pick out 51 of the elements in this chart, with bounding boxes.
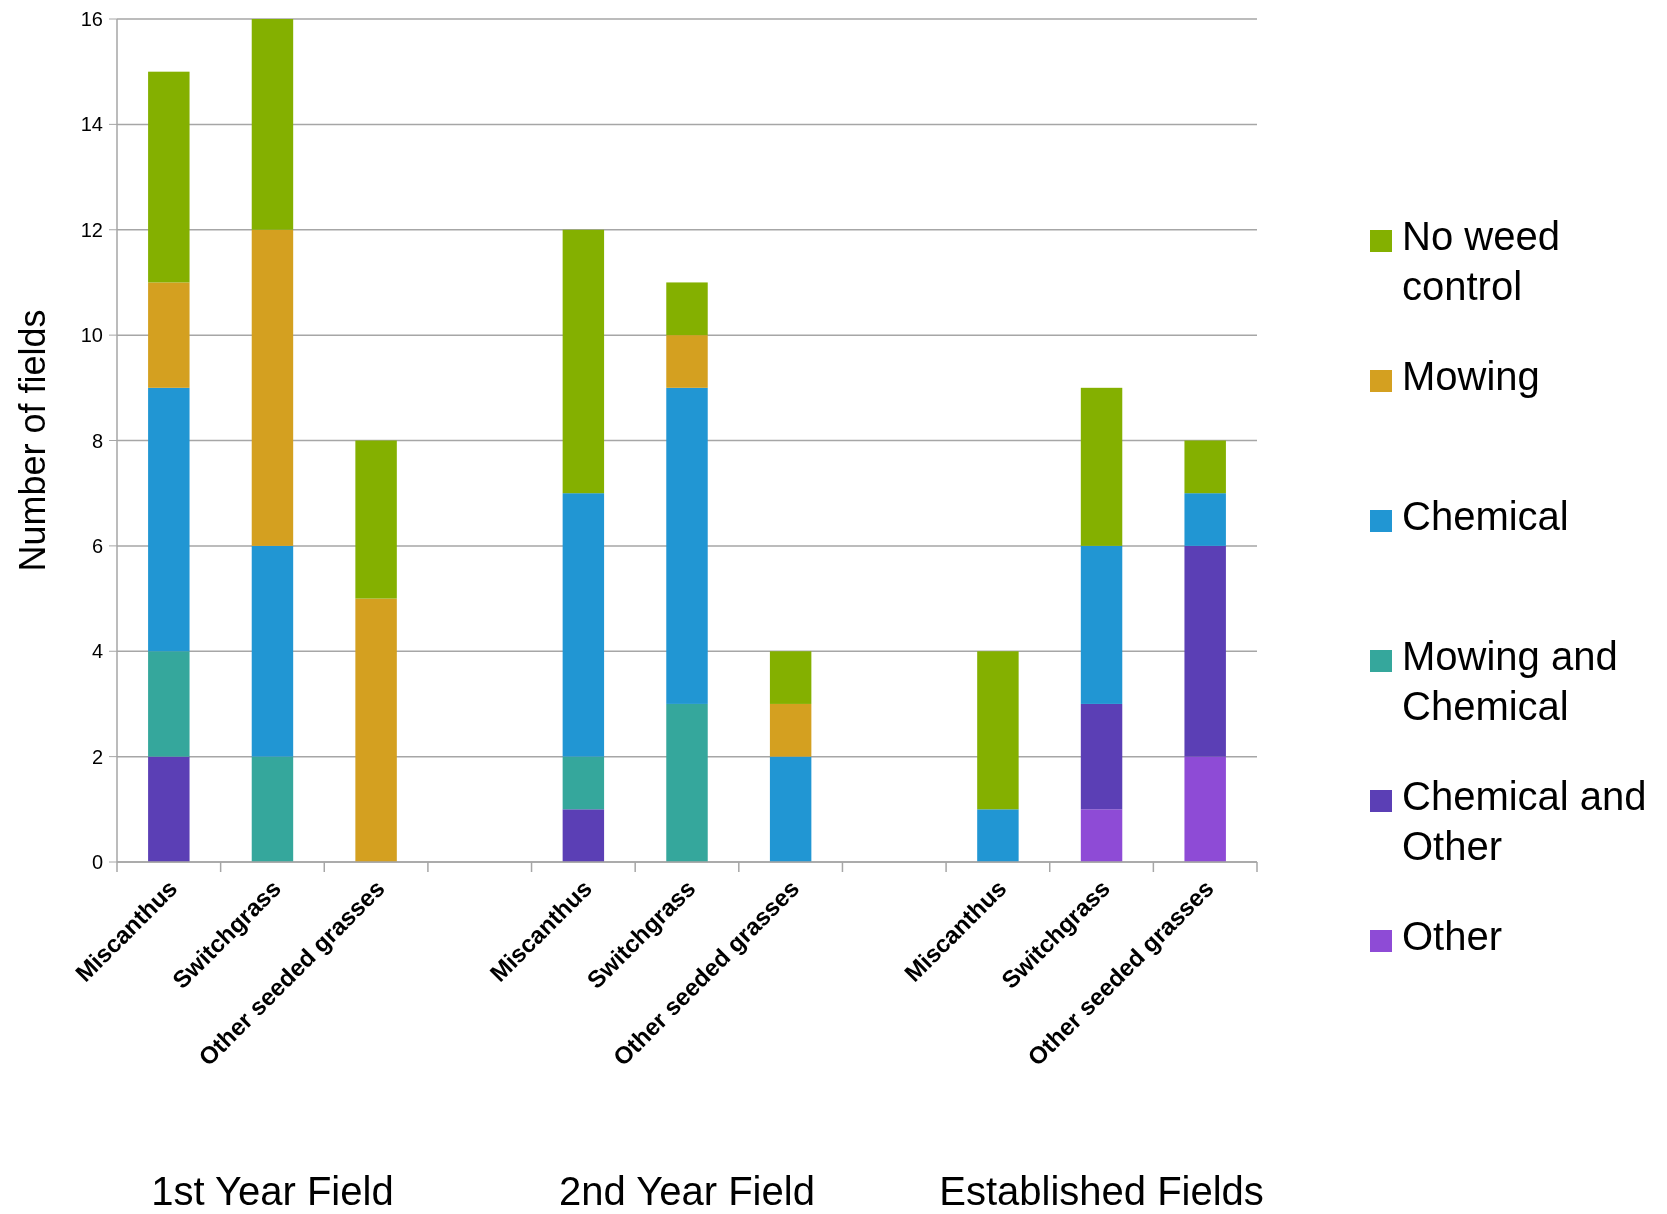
text: 2nd Year Field (559, 1169, 815, 1213)
bar (148, 756, 190, 862)
bar (251, 19, 294, 230)
bar (562, 229, 605, 494)
bar (251, 756, 294, 862)
legend-label: Chemical (1402, 494, 1569, 538)
bar (666, 387, 708, 704)
y-tick-label: 12 (80, 218, 103, 241)
bar (1184, 756, 1226, 862)
bar (666, 282, 708, 336)
bar (1080, 387, 1123, 546)
legend-label: Chemical and Other (1402, 774, 1647, 868)
bar (251, 545, 294, 757)
y-tick-label: 10 (80, 324, 103, 347)
bar (148, 282, 190, 388)
y-tick-label: 14 (80, 113, 103, 136)
y-tick-label: 16 (80, 8, 103, 30)
bar (977, 809, 1019, 862)
y-tick-label: 6 (91, 534, 103, 557)
bar (148, 71, 190, 283)
legend-label: Mowing and Chemical (1402, 634, 1618, 728)
bar (1184, 440, 1226, 494)
bar (1080, 703, 1123, 810)
bar (355, 598, 397, 862)
bar (562, 756, 605, 810)
bar (355, 440, 397, 599)
bar (562, 493, 605, 757)
legend-label: Mowing (1402, 354, 1540, 398)
y-axis-title: Number of fields (12, 309, 53, 572)
bar (1080, 545, 1123, 704)
legend-label: No weed control (1402, 214, 1560, 308)
bar (1184, 493, 1226, 546)
bar (148, 387, 190, 652)
y-tick-label: 0 (91, 851, 103, 873)
bar (148, 651, 190, 757)
y-tick-label: 4 (91, 640, 103, 663)
bar (251, 229, 294, 546)
bar (666, 335, 708, 388)
bar (1080, 809, 1123, 862)
bar (977, 651, 1019, 810)
text: 1st Year Field (151, 1169, 394, 1213)
y-tick-label: 2 (91, 745, 103, 768)
text: Established Fields (939, 1169, 1264, 1213)
y-tick-label: 8 (91, 429, 103, 452)
bar (666, 703, 708, 862)
bar (769, 703, 812, 757)
bar (562, 809, 605, 862)
bar (769, 651, 812, 704)
bar (1184, 545, 1226, 757)
legend-label: Other (1402, 914, 1503, 958)
bar (769, 756, 812, 862)
